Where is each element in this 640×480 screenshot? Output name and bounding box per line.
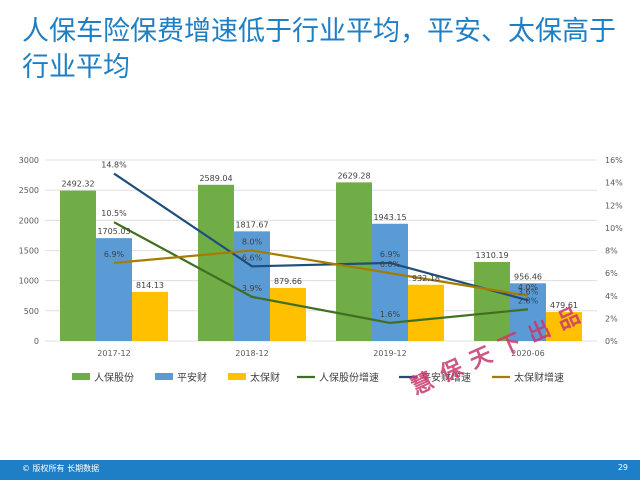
line-data-label: 10.5% bbox=[101, 209, 127, 218]
bar bbox=[546, 312, 582, 341]
y-tick-label: 1000 bbox=[19, 277, 39, 286]
bar-layer bbox=[60, 182, 582, 341]
line-data-label: 1.6% bbox=[380, 310, 401, 319]
series-line bbox=[113, 172, 529, 302]
bar-data-label: 479.61 bbox=[550, 301, 578, 310]
page-number: 29 bbox=[617, 463, 628, 472]
y2-tick-label: 12% bbox=[605, 201, 623, 210]
y2-tick-label: 4% bbox=[605, 292, 618, 301]
line-data-label: 2.8% bbox=[518, 296, 539, 305]
y2-tick-label: 10% bbox=[605, 224, 623, 233]
legend-label: 太保财 bbox=[250, 371, 280, 384]
bar-data-label: 879.66 bbox=[274, 277, 302, 286]
bar bbox=[132, 291, 168, 341]
line-data-label: 6.9% bbox=[104, 250, 125, 259]
y-tick-label: 2000 bbox=[19, 216, 39, 225]
y2-tick-label: 6% bbox=[605, 269, 618, 278]
legend-label: 太保财增速 bbox=[514, 371, 564, 384]
footer-bar bbox=[0, 460, 640, 480]
bar-data-label: 1705.03 bbox=[97, 227, 130, 236]
slide-title: 人保车险保费增速低于行业平均，平安、太保高于行业平均 bbox=[22, 16, 616, 83]
legend-label: 人保股份 bbox=[94, 371, 134, 384]
y-tick-label: 1500 bbox=[19, 247, 39, 256]
footer-copyright: © 版权所有 长期数据 bbox=[22, 464, 100, 473]
x-tick-label: 2019-12 bbox=[373, 349, 406, 358]
x-tick-label: 2017-12 bbox=[97, 349, 130, 358]
y-tick-label: 2500 bbox=[19, 186, 39, 195]
bar-data-label: 1943.15 bbox=[373, 213, 406, 222]
y2-tick-label: 16% bbox=[605, 156, 623, 165]
bar bbox=[96, 238, 132, 341]
bar-data-label: 932.18 bbox=[412, 274, 440, 283]
x-tick-label: 2020-06 bbox=[511, 349, 544, 358]
bar-data-label: 2589.04 bbox=[199, 174, 232, 183]
legend-label: 平安财 bbox=[177, 371, 207, 384]
line-data-label: 8.0% bbox=[242, 238, 263, 247]
label-layer: 2492.32 2589.04 2629.28 1310.19 1705.03 1817.… bbox=[61, 161, 578, 319]
axis-layer: 0 500 1000 1500 2000 2500 3000 0% 2% 4% 6% 8% 10% 12%… bbox=[19, 156, 624, 358]
y-tick-label: 500 bbox=[24, 307, 39, 316]
legend-label: 平安财增速 bbox=[421, 371, 471, 384]
y2-tick-label: 2% bbox=[605, 314, 618, 323]
y-tick-label: 0 bbox=[34, 337, 39, 346]
bar bbox=[270, 287, 306, 341]
bar-data-label: 1310.19 bbox=[475, 251, 508, 260]
series-line bbox=[113, 221, 529, 324]
line-data-label: 3.6% bbox=[518, 287, 539, 296]
bar bbox=[198, 184, 234, 341]
y2-tick-label: 0% bbox=[605, 337, 618, 346]
bar bbox=[408, 284, 444, 341]
line-layer bbox=[113, 172, 529, 324]
line-data-label: 6.0% bbox=[380, 260, 401, 269]
line-data-label: 6.9% bbox=[380, 250, 401, 259]
line-data-label: 3.9% bbox=[242, 284, 263, 293]
legend-label: 人保股份增速 bbox=[319, 371, 379, 384]
legend-swatch bbox=[228, 373, 246, 380]
series-line bbox=[113, 249, 529, 297]
line-data-label: 14.8% bbox=[101, 161, 127, 170]
bar-data-label: 814.13 bbox=[136, 281, 164, 290]
bar-data-label: 956.46 bbox=[514, 272, 542, 281]
bar-data-label: 2492.32 bbox=[61, 180, 94, 189]
x-tick-label: 2018-12 bbox=[235, 349, 268, 358]
legend: 人保股份 平安财 太保财 人保股份增速 平安财增速 太保财增速 bbox=[72, 371, 564, 384]
line-data-label: 4.0% bbox=[518, 283, 539, 292]
bar-data-label: 1817.67 bbox=[235, 220, 268, 229]
line-data-label: 6.6% bbox=[242, 253, 263, 262]
y2-tick-label: 14% bbox=[605, 179, 623, 188]
bar-data-label: 2629.28 bbox=[337, 171, 370, 180]
legend-swatch bbox=[72, 373, 90, 380]
y2-tick-label: 8% bbox=[605, 247, 618, 256]
legend-swatch bbox=[155, 373, 173, 380]
bar bbox=[474, 261, 510, 341]
y-tick-label: 3000 bbox=[19, 156, 39, 165]
bar bbox=[60, 190, 96, 341]
